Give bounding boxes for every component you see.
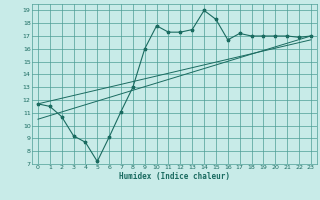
X-axis label: Humidex (Indice chaleur): Humidex (Indice chaleur) [119, 172, 230, 181]
